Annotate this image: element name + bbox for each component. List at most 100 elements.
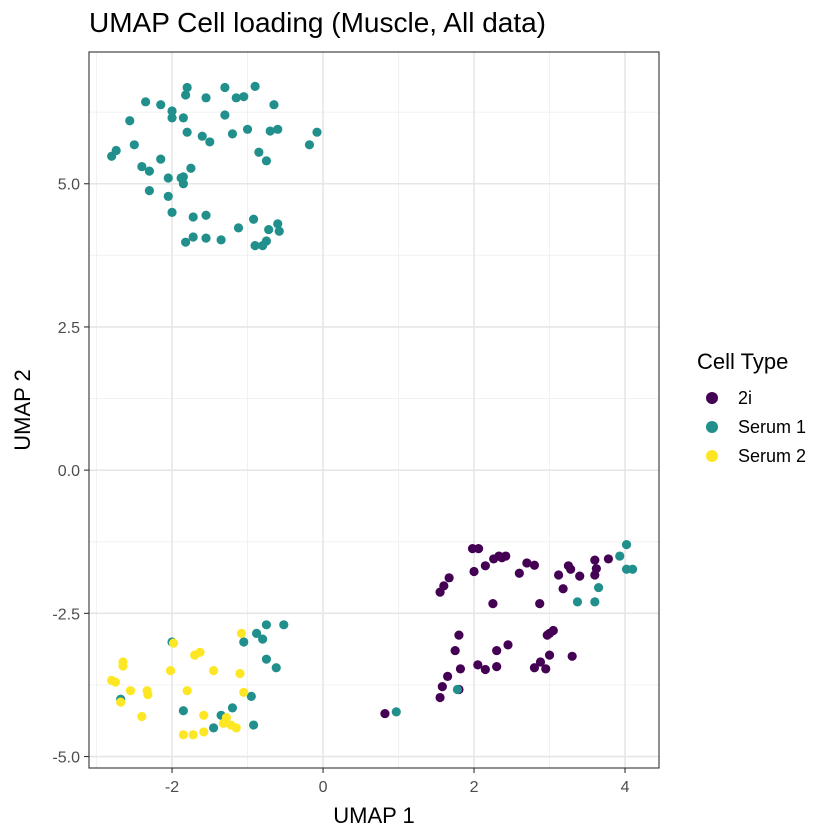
- x-tick-label: 0: [319, 779, 328, 796]
- data-point: [137, 711, 147, 722]
- data-point: [454, 630, 464, 640]
- data-point: [156, 154, 166, 164]
- data-point: [129, 140, 139, 150]
- data-point: [186, 163, 196, 173]
- data-point: [231, 723, 241, 733]
- data-point: [111, 145, 121, 156]
- data-point: [572, 597, 583, 607]
- data-point: [248, 214, 259, 224]
- data-point: [208, 666, 219, 676]
- data-point: [188, 212, 198, 222]
- data-point: [250, 81, 260, 91]
- y-tick-label: -5.0: [52, 750, 80, 767]
- data-point: [480, 664, 490, 675]
- data-point: [182, 127, 192, 137]
- data-point: [391, 707, 401, 717]
- data-point: [575, 571, 585, 581]
- data-point: [535, 657, 546, 667]
- data-point: [380, 708, 390, 719]
- data-point: [168, 638, 179, 648]
- data-point: [274, 226, 284, 236]
- data-point: [480, 561, 490, 571]
- data-point: [261, 236, 272, 246]
- data-point: [248, 720, 259, 730]
- data-point: [167, 207, 177, 217]
- data-point: [627, 564, 638, 574]
- data-point: [252, 628, 262, 638]
- legend-label: Serum 1: [738, 417, 806, 437]
- data-point: [163, 173, 173, 183]
- chart-title: UMAP Cell loading (Muscle, All data): [89, 7, 546, 38]
- data-point: [201, 233, 211, 243]
- data-point: [258, 634, 268, 644]
- data-point: [443, 671, 453, 681]
- legend-key: [706, 450, 718, 462]
- data-point: [271, 663, 281, 673]
- data-point: [452, 684, 463, 695]
- series-2: [107, 628, 249, 740]
- data-point: [188, 232, 198, 242]
- data-point: [529, 560, 540, 570]
- data-point: [221, 712, 232, 723]
- data-point: [269, 100, 279, 110]
- plot-panel-border: [88, 51, 660, 769]
- y-tick-label: 2.5: [58, 320, 80, 337]
- data-point: [235, 668, 245, 679]
- data-point: [590, 555, 600, 565]
- x-axis-title: UMAP 1: [333, 803, 415, 828]
- data-point: [182, 82, 192, 93]
- data-point: [488, 599, 498, 609]
- data-point: [591, 564, 601, 574]
- data-point: [197, 131, 207, 141]
- data-point: [227, 129, 238, 139]
- data-point: [220, 82, 230, 93]
- data-point: [144, 186, 154, 196]
- axis-layer: -2 0 2 4 -5.0 -2.5 0.0 2.5 5.0: [52, 177, 629, 796]
- points-layer: [107, 81, 638, 740]
- data-point: [178, 730, 188, 740]
- data-point: [439, 581, 449, 591]
- data-point: [304, 140, 315, 150]
- data-point: [567, 651, 577, 661]
- data-point: [137, 161, 147, 172]
- data-point: [558, 584, 568, 594]
- data-point: [535, 599, 545, 609]
- data-point: [181, 237, 191, 247]
- data-point: [514, 568, 524, 578]
- legend: Cell Type 2i Serum 1 Serum 2: [697, 349, 806, 466]
- legend-label: Serum 2: [738, 446, 806, 466]
- data-point: [165, 666, 176, 676]
- data-point: [178, 706, 188, 716]
- data-point: [227, 703, 238, 713]
- data-point: [473, 544, 484, 554]
- data-point: [208, 723, 219, 733]
- data-point: [492, 645, 502, 656]
- data-point: [455, 664, 466, 674]
- data-point: [167, 106, 177, 116]
- data-point: [261, 156, 272, 166]
- data-point: [594, 582, 604, 593]
- data-point: [553, 570, 564, 580]
- data-point: [469, 566, 479, 577]
- data-point: [566, 564, 576, 574]
- data-point: [110, 677, 121, 687]
- data-point: [236, 628, 247, 638]
- x-tick-label: 2: [470, 779, 479, 796]
- data-point: [199, 710, 209, 720]
- data-point: [144, 166, 154, 176]
- data-point: [116, 697, 126, 707]
- data-point: [250, 241, 260, 251]
- data-point: [246, 691, 256, 702]
- grid-layer: [89, 52, 659, 768]
- y-axis-title: UMAP 2: [10, 369, 35, 451]
- data-point: [125, 686, 136, 696]
- data-point: [220, 110, 230, 120]
- data-point: [621, 540, 632, 550]
- legend-key: [706, 392, 718, 404]
- data-point: [239, 637, 249, 647]
- data-point: [143, 690, 153, 700]
- data-point: [261, 654, 272, 664]
- data-point: [492, 662, 502, 672]
- data-point: [199, 727, 209, 737]
